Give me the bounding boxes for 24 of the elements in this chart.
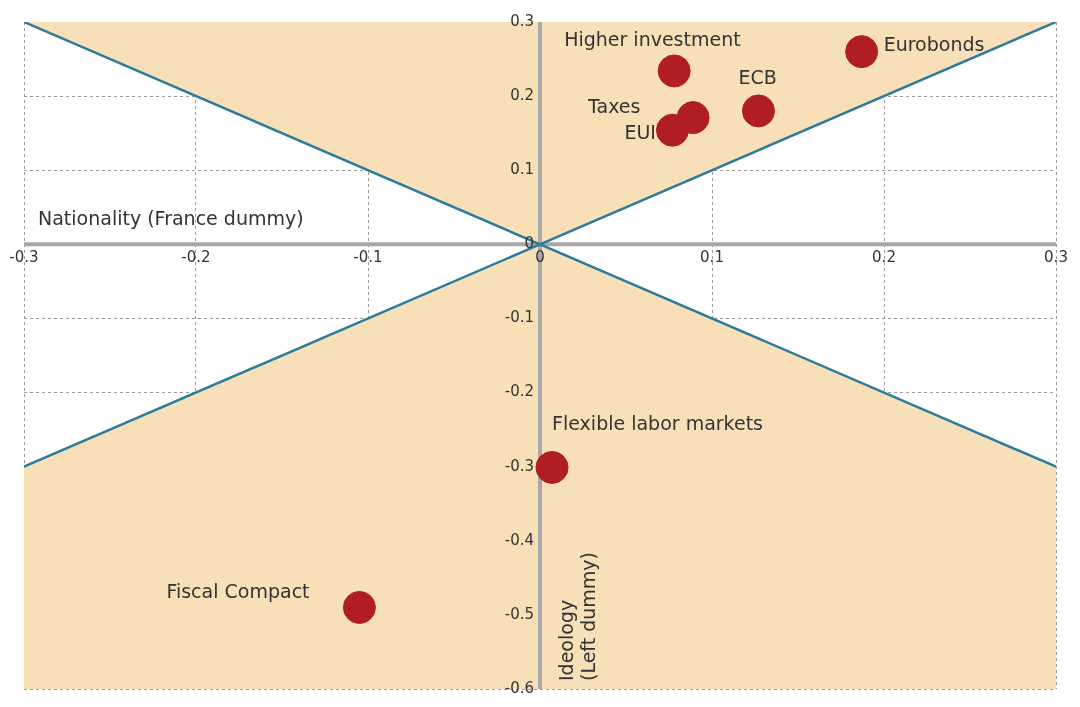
annotation: Flexible labor markets <box>552 412 763 435</box>
annotation: Eurobonds <box>883 32 985 55</box>
y-tick-label: 0.3 <box>510 11 534 30</box>
annotation: Taxes <box>587 94 641 117</box>
y-tick-label: 0.1 <box>510 160 534 179</box>
annotation: ECB <box>738 65 777 88</box>
y-tick-label: -0.4 <box>504 530 534 549</box>
y-tick-label: -0.1 <box>504 308 534 327</box>
y-tick-label: -0.3 <box>504 456 534 475</box>
y-tick-label: 0.2 <box>510 86 534 104</box>
y-axis-title: Ideology (Left dummy) <box>554 552 599 681</box>
x-tick-label: 0.1 <box>700 247 724 266</box>
y-tick-label: -0.5 <box>504 604 534 623</box>
y-tick-label: -0.6 <box>504 678 534 697</box>
x-tick-label: 0.2 <box>872 247 896 266</box>
annotation: Fiscal Compact <box>166 580 310 603</box>
annotation: Higher investment <box>564 27 741 50</box>
x-tick-label: 0.3 <box>1044 247 1068 266</box>
x-tick-label: -0.3 <box>9 247 39 266</box>
y-tick-label: -0.2 <box>504 382 534 401</box>
x-tick-label: -0.2 <box>181 247 211 266</box>
x-axis-title: Nationality (France dummy) <box>38 207 304 230</box>
x-tick-label: -0.1 <box>353 247 383 266</box>
annotation: EUI <box>624 121 656 144</box>
